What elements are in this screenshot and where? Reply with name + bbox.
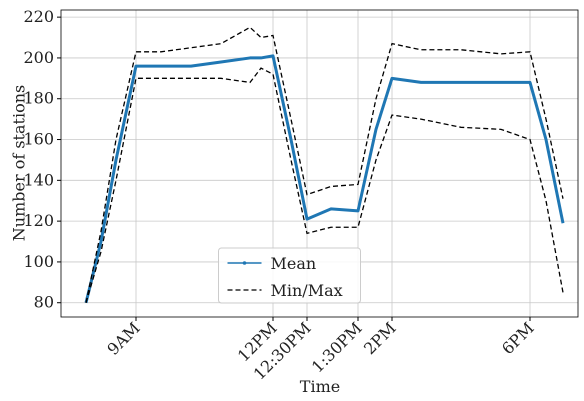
legend-box <box>218 247 361 304</box>
x-tick-label: 2PM <box>360 318 400 358</box>
legend-label: Min/Max <box>271 281 343 300</box>
y-tick-label: 180 <box>23 89 54 108</box>
x-tick-label: 1:30PM <box>308 318 366 376</box>
series-line <box>85 67 564 303</box>
y-tick-label: 160 <box>23 130 54 149</box>
y-tick-label: 140 <box>23 170 54 189</box>
y-tick-label: 100 <box>23 252 54 271</box>
plot-frame <box>60 9 579 318</box>
x-tick-label: 9AM <box>103 318 143 358</box>
series-line <box>85 26 564 303</box>
x-tick-label: 6PM <box>498 318 538 358</box>
legend-label: Mean <box>271 254 317 273</box>
y-tick-label: 80 <box>34 293 54 312</box>
legend-marker <box>242 261 247 265</box>
y-tick-label: 120 <box>23 211 54 230</box>
series-line <box>84 54 565 304</box>
x-axis-label: Time <box>300 377 340 396</box>
y-tick-label: 200 <box>23 48 54 67</box>
y-tick-label: 220 <box>23 7 54 26</box>
y-axis-label: Number of stations <box>10 85 29 241</box>
